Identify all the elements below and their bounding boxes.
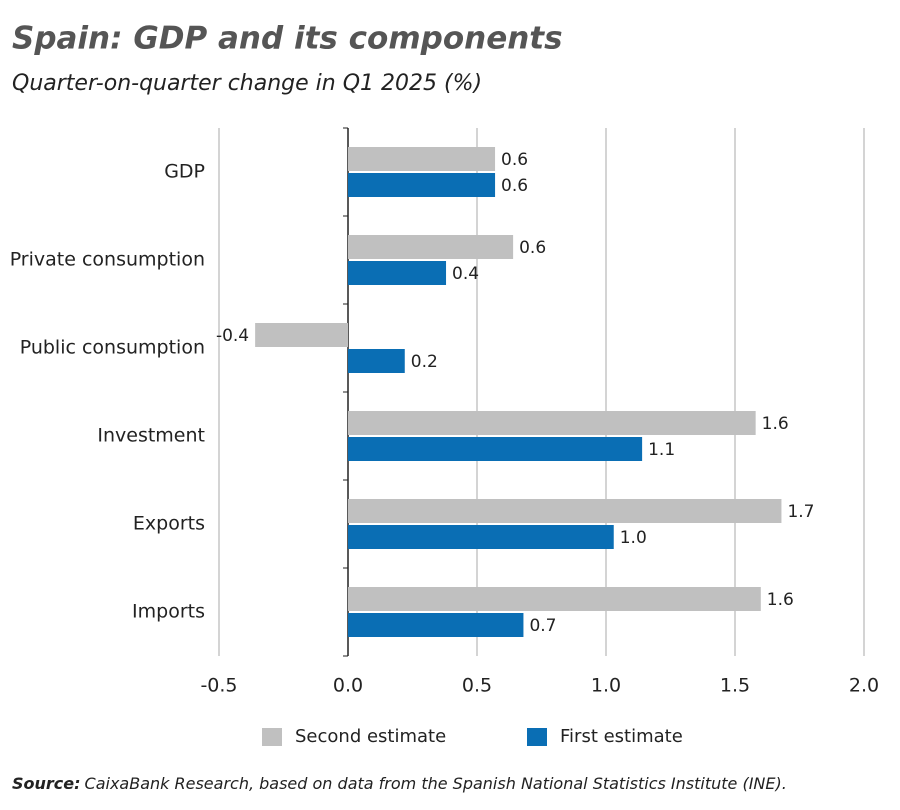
value-label: 1.1 [648, 440, 675, 460]
x-tick-label: 0.5 [462, 675, 492, 697]
value-label: 1.7 [787, 502, 814, 522]
value-label: 1.6 [767, 590, 794, 610]
value-label: 0.4 [452, 264, 479, 284]
value-label: 1.0 [620, 528, 647, 548]
x-tick-label: -0.5 [200, 675, 237, 697]
bar [348, 261, 447, 285]
value-label: 0.2 [411, 352, 438, 372]
y-tick-label: Private consumption [10, 249, 205, 271]
chart-title: Spain: GDP and its components [12, 21, 563, 57]
x-tick-label: 2.0 [849, 675, 879, 697]
source-label: Source: [12, 774, 81, 793]
bar [348, 235, 514, 259]
y-tick-label: Exports [133, 513, 205, 535]
legend-label: Second estimate [295, 726, 446, 747]
value-label: 0.7 [529, 616, 556, 636]
legend-swatch [527, 728, 547, 746]
bar [348, 349, 405, 373]
bar [348, 499, 782, 523]
bar [348, 147, 496, 171]
bar [348, 173, 496, 197]
bar [348, 411, 756, 435]
chart-subtitle: Quarter-on-quarter change in Q1 2025 (%) [12, 71, 482, 96]
value-label: 0.6 [501, 150, 528, 170]
value-label: 1.6 [762, 414, 789, 434]
legend-label: First estimate [560, 726, 683, 747]
bar [348, 613, 524, 637]
bar [348, 437, 643, 461]
legend-swatch [262, 728, 282, 746]
y-tick-label: Public consumption [20, 337, 205, 359]
value-label: 0.6 [501, 176, 528, 196]
x-tick-label: 1.5 [720, 675, 750, 697]
y-tick-label: Investment [97, 425, 205, 447]
bar [348, 525, 614, 549]
x-tick-label: 0.0 [333, 675, 363, 697]
source-text: CaixaBank Research, based on data from t… [85, 774, 787, 793]
y-tick-label: GDP [164, 161, 205, 183]
y-tick-label: Imports [132, 601, 205, 623]
value-label: -0.4 [216, 326, 249, 346]
value-label: 0.6 [519, 238, 546, 258]
bar [255, 323, 348, 347]
bar [348, 587, 761, 611]
source: Source: CaixaBank Research, based on data… [12, 774, 787, 793]
x-tick-label: 1.0 [591, 675, 621, 697]
